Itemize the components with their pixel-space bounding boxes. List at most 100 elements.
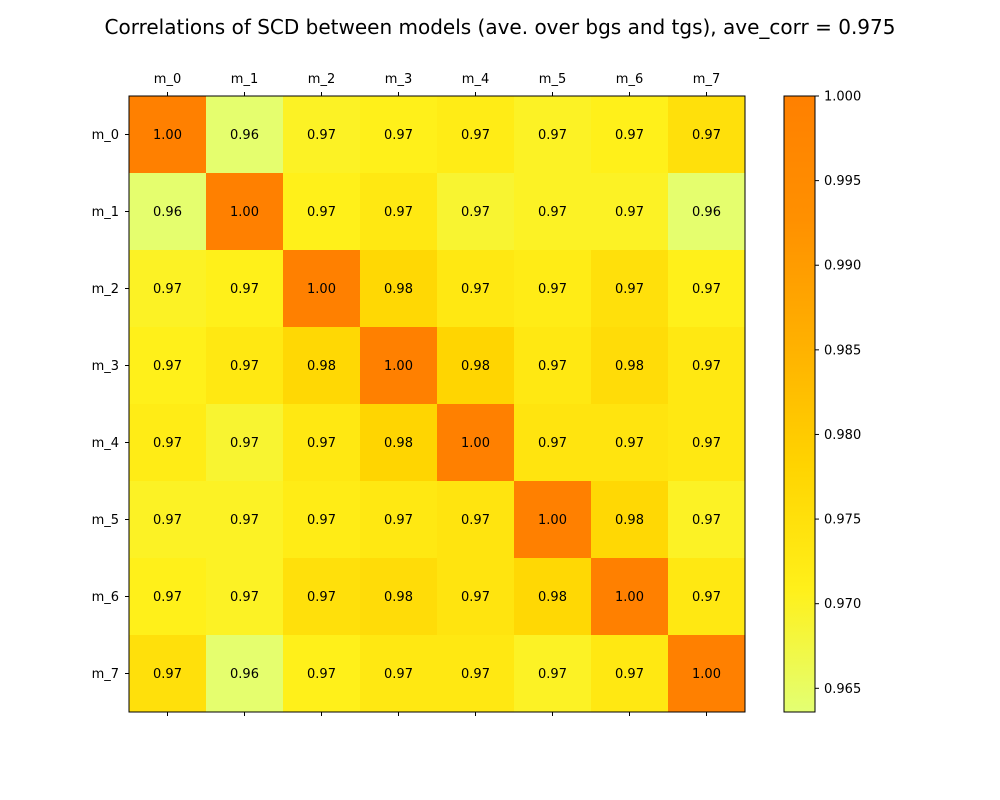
colorbar-tick-label-3: 0.980 [824,428,861,443]
cell-label-7-7: 1.00 [692,667,721,682]
heatmap-cell-1-1 [206,173,284,251]
heatmap-cell-0-6 [591,96,669,174]
cell-label-0-5: 0.97 [538,128,567,143]
heatmap-cell-1-4 [437,173,515,251]
cell-label-1-0: 0.96 [153,205,182,220]
cell-label-7-1: 0.96 [230,667,259,682]
heatmap-cell-2-2 [283,250,361,328]
cell-label-4-3: 0.98 [384,436,413,451]
cell-label-6-4: 0.97 [461,590,490,605]
x-tick-label-2: m_2 [308,72,335,87]
cell-label-5-2: 0.97 [307,513,336,528]
cell-label-3-3: 1.00 [384,359,413,374]
cell-label-1-2: 0.97 [307,205,336,220]
x-tick-label-5: m_5 [539,72,566,87]
heatmap-cell-4-2 [283,404,361,482]
heatmap-cell-1-3 [360,173,438,251]
plot-frame [128,95,746,713]
y-tick-label-4: m_4 [92,436,119,451]
heatmap-cell-5-3 [360,481,438,559]
heatmap-cell-6-5 [514,558,592,636]
heatmap-cell-1-6 [591,173,669,251]
cell-label-3-2: 0.98 [307,359,336,374]
heatmap-cell-4-6 [591,404,669,482]
heatmap-cell-0-3 [360,96,438,174]
cell-label-2-0: 0.97 [153,282,182,297]
cell-label-5-1: 0.97 [230,513,259,528]
cell-label-2-5: 0.97 [538,282,567,297]
y-axis-ticks: m_0 m_1 m_2 m_3 m_4 m_5 m_6 m_7 [92,128,129,682]
x-axis-ticks: m_0 m_1 m_2 m_3 m_4 m_5 m_6 m_7 [154,72,720,716]
heatmap-cell-5-6 [591,481,669,559]
heatmap-cell-3-2 [283,327,361,405]
cell-label-2-6: 0.97 [615,282,644,297]
y-tick-label-3: m_3 [92,359,119,374]
colorbar-ticks: 0.965 0.970 0.975 0.980 0.985 0.990 0.995 1.000 [815,90,861,697]
cell-label-7-4: 0.97 [461,667,490,682]
heatmap-cell-labels: 1.00 0.96 0.97 0.97 0.97 0.97 0.97 0.97 0.96 1.00… [153,128,721,682]
cell-label-3-5: 0.97 [538,359,567,374]
heatmap-cell-4-7 [668,404,746,482]
cell-label-6-7: 0.97 [692,590,721,605]
heatmap-cell-6-6 [591,558,669,636]
cell-label-5-3: 0.97 [384,513,413,528]
heatmap-cell-7-0 [129,635,207,713]
x-tick-label-6: m_6 [616,72,643,87]
heatmap-cell-0-4 [437,96,515,174]
cell-label-4-5: 0.97 [538,436,567,451]
heatmap-cell-7-4 [437,635,515,713]
cell-label-4-1: 0.97 [230,436,259,451]
heatmap-cell-3-4 [437,327,515,405]
heatmap-cell-2-4 [437,250,515,328]
heatmap-cell-2-3 [360,250,438,328]
colorbar-tick-label-0: 0.965 [824,682,861,697]
cell-label-1-6: 0.97 [615,205,644,220]
cell-label-5-7: 0.97 [692,513,721,528]
heatmap-cell-5-2 [283,481,361,559]
cell-label-2-4: 0.97 [461,282,490,297]
colorbar-tick-label-2: 0.975 [824,513,861,528]
heatmap-cell-3-7 [668,327,746,405]
heatmap-cell-2-6 [591,250,669,328]
cell-label-0-7: 0.97 [692,128,721,143]
cell-label-5-0: 0.97 [153,513,182,528]
heatmap-cell-6-7 [668,558,746,636]
x-tick-label-0: m_0 [154,72,181,87]
cell-label-0-4: 0.97 [461,128,490,143]
x-tick-label-1: m_1 [231,72,258,87]
heatmap-cells [129,96,746,713]
cell-label-4-4: 1.00 [461,436,490,451]
x-tick-label-7: m_7 [693,72,720,87]
cell-label-7-5: 0.97 [538,667,567,682]
cell-label-2-1: 0.97 [230,282,259,297]
cell-label-6-3: 0.98 [384,590,413,605]
heatmap-cell-5-7 [668,481,746,559]
heatmap-cell-1-2 [283,173,361,251]
heatmap-cell-4-3 [360,404,438,482]
heatmap-cell-0-0 [129,96,207,174]
cell-label-7-3: 0.97 [384,667,413,682]
heatmap-cell-3-3 [360,327,438,405]
cell-label-6-0: 0.97 [153,590,182,605]
heatmap-cell-6-2 [283,558,361,636]
heatmap-cell-6-0 [129,558,207,636]
cell-label-0-3: 0.97 [384,128,413,143]
heatmap-cell-7-1 [206,635,284,713]
heatmap-cell-7-3 [360,635,438,713]
cell-label-4-0: 0.97 [153,436,182,451]
heatmap-cell-0-2 [283,96,361,174]
heatmap-cell-4-0 [129,404,207,482]
heatmap-cell-0-1 [206,96,284,174]
heatmap-cell-1-5 [514,173,592,251]
colorbar-tick-label-1: 0.970 [824,597,861,612]
cell-label-3-1: 0.97 [230,359,259,374]
heatmap-cell-1-7 [668,173,746,251]
chart-title: Correlations of SCD between models (ave.… [105,15,896,39]
cell-label-7-6: 0.97 [615,667,644,682]
heatmap-cell-1-0 [129,173,207,251]
cell-label-6-6: 1.00 [615,590,644,605]
heatmap-cell-6-3 [360,558,438,636]
colorbar-tick-label-7: 1.000 [824,90,861,105]
